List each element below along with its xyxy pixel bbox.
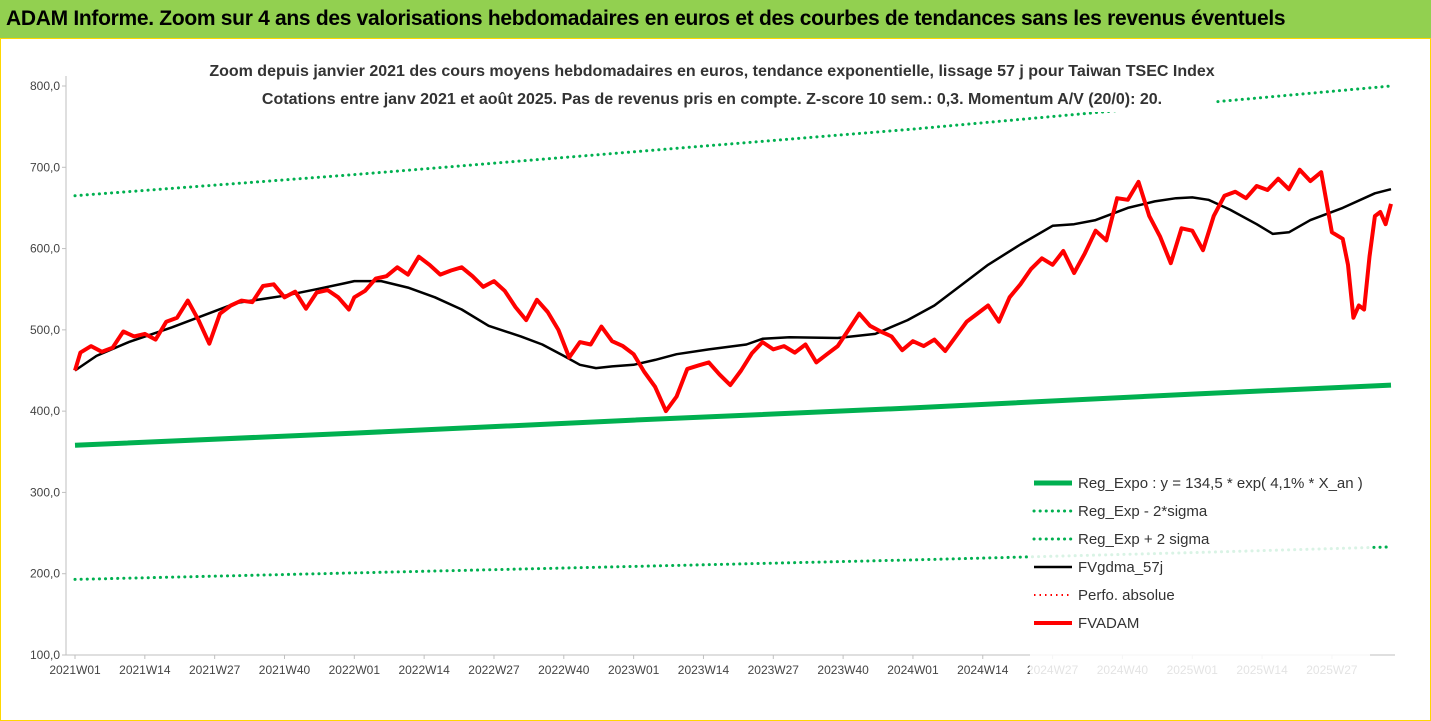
title-box [208,54,1216,112]
series-line-fvgdma-57j [74,187,1392,372]
x-tick-label: 2023W27 [748,663,800,677]
legend: Reg_Expo : y = 134,5 * exp( 4,1% * X_an … [1030,475,1370,686]
series-line-reg-expo [74,382,1392,448]
x-tick-label: 2021W40 [259,663,311,677]
y-tick-label: 500,0 [30,323,60,337]
chart-subtitle: Cotations entre janv 2021 et août 2025. … [262,91,1162,108]
y-tick-label: 100,0 [30,648,60,662]
y-tick-label: 400,0 [30,404,60,418]
x-tick-label: 2022W14 [398,663,450,677]
series-line-fvadam [73,167,1393,414]
x-tick-label: 2022W01 [329,663,381,677]
legend-label: FVADAM [1078,615,1139,632]
x-tick-label: 2021W27 [189,663,241,677]
legend-label: Reg_Expo : y = 134,5 * exp( 4,1% * X_an … [1078,475,1363,492]
x-tick-label: 2023W40 [817,663,869,677]
trend-chart: 100,0 200,0 300,0 400,0 500,0 600,0 700,0 800,0… [0,38,1431,721]
series-layer [73,84,1393,581]
legend-label: Reg_Exp + 2 sigma [1078,531,1210,548]
y-tick-label: 300,0 [30,485,60,499]
y-tick-label: 800,0 [30,79,60,93]
x-tick-label: 2021W01 [49,663,101,677]
x-tick-label: 2024W01 [887,663,939,677]
title-layer: Zoom depuis janvier 2021 des cours moyen… [208,54,1216,112]
y-tick-label: 600,0 [30,242,60,256]
chart-title: Zoom depuis janvier 2021 des cours moyen… [209,63,1214,80]
y-tick-label: 200,0 [30,567,60,581]
series-line-reg-exp [73,545,1393,581]
legend-box [1030,508,1370,686]
legend-label: Perfo. absolue [1078,587,1175,604]
legend-label: Reg_Exp - 2*sigma [1078,503,1208,520]
series-line-reg-exp [73,84,1393,198]
x-tick-label: 2021W14 [119,663,171,677]
x-tick-label: 2022W40 [538,663,590,677]
x-tick-label: 2024W14 [957,663,1009,677]
x-tick-label: 2022W27 [468,663,520,677]
legend-label: FVgdma_57j [1078,559,1163,576]
x-tick-label: 2023W01 [608,663,660,677]
x-tick-label: 2023W14 [678,663,730,677]
y-tick-label: 700,0 [30,160,60,174]
report-banner-title: ADAM Informe. Zoom sur 4 ans des valoris… [0,0,1431,38]
